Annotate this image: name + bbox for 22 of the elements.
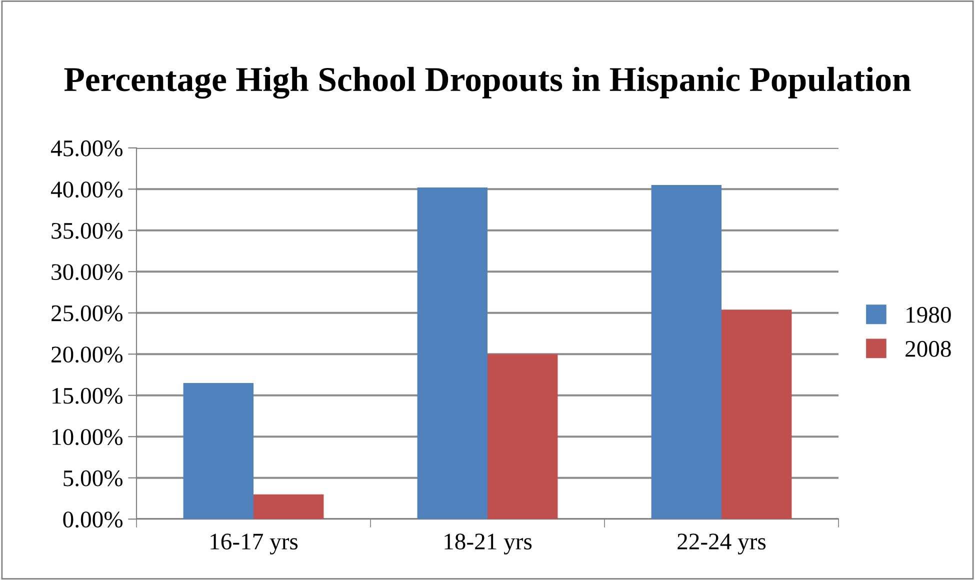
x-tick-label: 18-21 yrs [444,534,532,554]
y-tick-label: 45.00% [50,140,122,156]
y-tick-label: 0.00% [63,512,122,528]
bar [254,494,324,520]
y-tick-label: 40.00% [50,182,122,198]
bar [183,382,254,520]
bar [651,185,722,520]
x-tick-label: 22-24 yrs [678,534,766,554]
bar [488,354,558,520]
y-tick-label: 5.00% [64,470,122,486]
y-tick-label: 10.00% [52,429,122,446]
y-tick-label: 15.00% [52,388,122,404]
y-tick-label: 25.00% [52,305,122,322]
legend-label: 1980 [906,306,951,323]
y-tick-label: 30.00% [52,264,122,280]
bar [417,187,488,520]
legend-label: 2008 [906,340,951,357]
y-tick-label: 20.00% [52,346,122,363]
y-tick-label: 35.00% [52,222,122,239]
x-tick-label: 16-17 yrs [210,534,298,554]
bar [722,310,792,520]
chart-title: Percentage High School Dropouts in Hispanic Population [64,66,911,99]
